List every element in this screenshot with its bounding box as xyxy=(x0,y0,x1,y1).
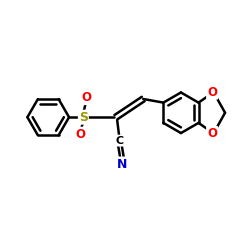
Text: O: O xyxy=(207,127,217,140)
Text: O: O xyxy=(81,91,91,104)
Text: N: N xyxy=(117,158,128,170)
Text: O: O xyxy=(76,128,86,140)
Text: C: C xyxy=(116,136,124,145)
Text: O: O xyxy=(207,86,217,99)
Text: S: S xyxy=(79,111,88,124)
